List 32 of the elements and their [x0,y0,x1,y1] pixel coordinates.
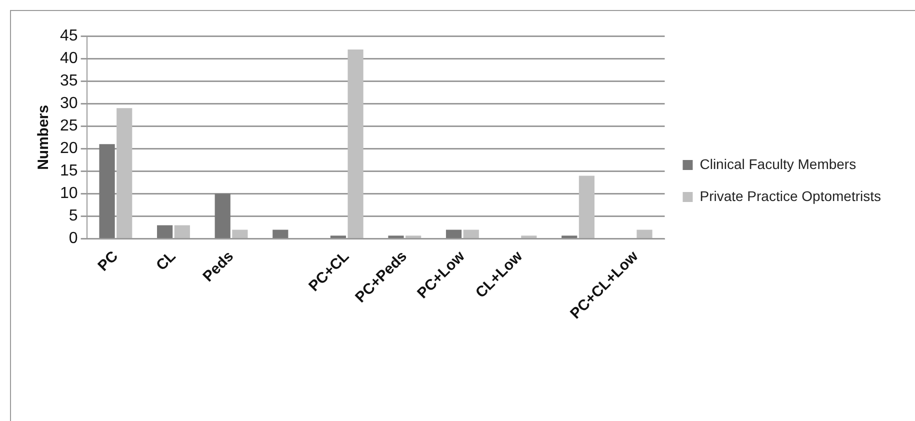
y-tick-label: 35 [60,72,78,90]
bar [446,230,462,238]
bar [406,236,422,238]
bar [578,176,595,238]
bar [272,230,288,238]
bar [562,236,578,238]
bar [388,236,404,238]
x-tick-label: PC [94,248,122,275]
bar [636,230,652,238]
y-tick-label: 40 [60,50,78,67]
y-tick-label: 10 [60,185,78,202]
y-tick-label: 30 [60,95,78,112]
bar [157,225,173,238]
x-tick-label: CL [153,248,180,274]
bar [99,144,115,238]
bar [214,194,230,238]
y-tick-label: 5 [68,208,78,225]
y-tick-label: 20 [60,140,78,158]
bar [330,236,346,238]
legend-label: Private Practice Optometrists [700,188,882,204]
y-tick-label: 25 [60,118,78,135]
y-tick-label: 0 [68,230,78,248]
y-axis-title: Numbers [35,104,52,170]
bar [174,225,190,238]
y-tick-label: 45 [60,27,78,44]
bar [521,236,537,238]
bar [463,230,479,238]
legend-label: Clinical Faculty Members [700,156,856,172]
y-tick-label: 15 [60,162,78,180]
bar [232,230,248,238]
bar [348,50,364,238]
bar [116,108,132,238]
